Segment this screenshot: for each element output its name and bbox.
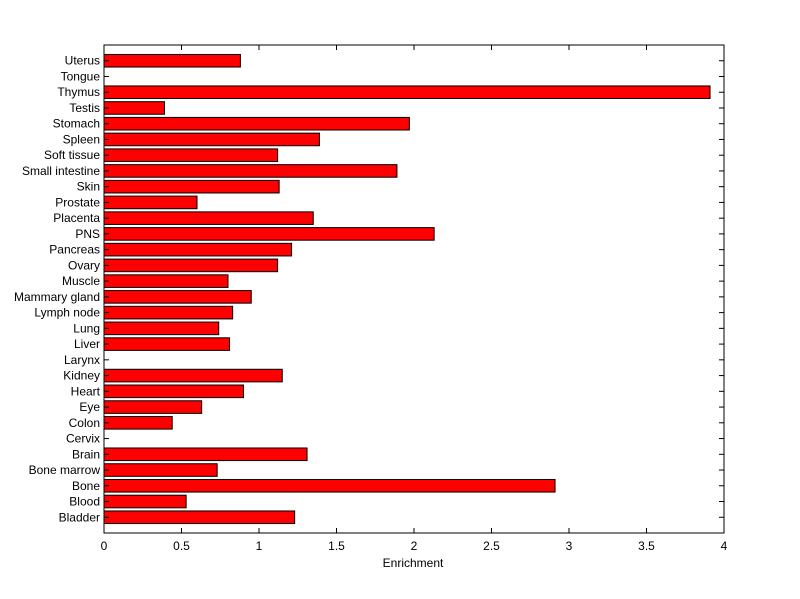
category-label: Small intestine [22, 164, 100, 178]
bar-spleen [103, 132, 320, 147]
category-label: Soft tissue [44, 148, 100, 162]
bar-eye [103, 400, 203, 414]
x-tick-label: 0.5 [173, 539, 190, 553]
bar-bone [103, 478, 556, 493]
bar-pancreas [103, 242, 293, 257]
x-tick-label: 1 [256, 539, 263, 553]
bar-ovary [103, 258, 279, 273]
category-label: Colon [69, 416, 100, 430]
x-tick-label: 3.5 [638, 539, 655, 553]
category-label: Heart [71, 384, 101, 398]
bar-kidney [103, 368, 283, 383]
x-tick-label: 2 [411, 539, 418, 553]
ticks-group [103, 45, 725, 533]
bar-prostate [103, 195, 198, 210]
category-label: Ovary [68, 258, 100, 272]
category-label: Prostate [55, 195, 100, 209]
category-label: Bone [72, 479, 100, 493]
category-label: Liver [74, 337, 100, 351]
bar-pns [103, 227, 435, 241]
category-label: Mammary gland [14, 290, 100, 304]
category-label: Thymus [57, 85, 100, 99]
bar-small-intestine [103, 164, 398, 178]
x-tick-label: 2.5 [483, 539, 500, 553]
category-label: Kidney [63, 369, 100, 383]
bar-lymph-node [103, 305, 234, 320]
x-axis-label: Enrichment [383, 556, 444, 570]
category-label: Bladder [59, 510, 100, 524]
category-label: Cervix [66, 432, 100, 446]
category-label: Eye [79, 400, 100, 414]
category-label: Pancreas [49, 243, 100, 257]
bar-muscle [103, 274, 229, 288]
bar-liver [103, 337, 231, 351]
category-label: Spleen [63, 132, 100, 146]
bar-thymus [103, 85, 711, 100]
category-label: Uterus [65, 54, 100, 68]
category-label: Blood [69, 495, 100, 509]
x-tick-label: 3 [566, 539, 573, 553]
category-label: Placenta [53, 211, 100, 225]
category-label: Lung [73, 321, 100, 335]
bar-brain [103, 447, 308, 462]
category-label: Larynx [64, 353, 100, 367]
bar-placenta [103, 211, 314, 225]
x-tick-label: 0 [101, 539, 108, 553]
category-label: Brain [72, 447, 100, 461]
bar-soft-tissue [103, 148, 279, 162]
category-label: Stomach [53, 117, 100, 131]
category-label: Testis [69, 101, 100, 115]
bar-uterus [103, 53, 241, 68]
category-label: Lymph node [34, 306, 100, 320]
bar-stomach [103, 116, 410, 131]
x-tick-label: 1.5 [328, 539, 345, 553]
x-tick-label: 4 [721, 539, 728, 553]
bar-mammary-gland [103, 290, 252, 304]
bar-heart [103, 384, 244, 399]
x-tick-labels-group: 0 0.5 1 1.5 2 2.5 3 3.5 4 [101, 539, 728, 553]
category-label: Tongue [61, 69, 101, 83]
category-label: Muscle [62, 274, 100, 288]
bar-colon [103, 416, 173, 430]
bar-lung [103, 321, 220, 336]
category-label: Skin [77, 180, 100, 194]
bar-bone-marrow [103, 463, 218, 477]
bar-bladder [103, 510, 296, 525]
bar-skin [103, 179, 280, 194]
category-label: PNS [75, 227, 100, 241]
bar-testis [103, 101, 165, 115]
category-label: Bone marrow [29, 463, 101, 477]
bar-blood [103, 494, 187, 509]
